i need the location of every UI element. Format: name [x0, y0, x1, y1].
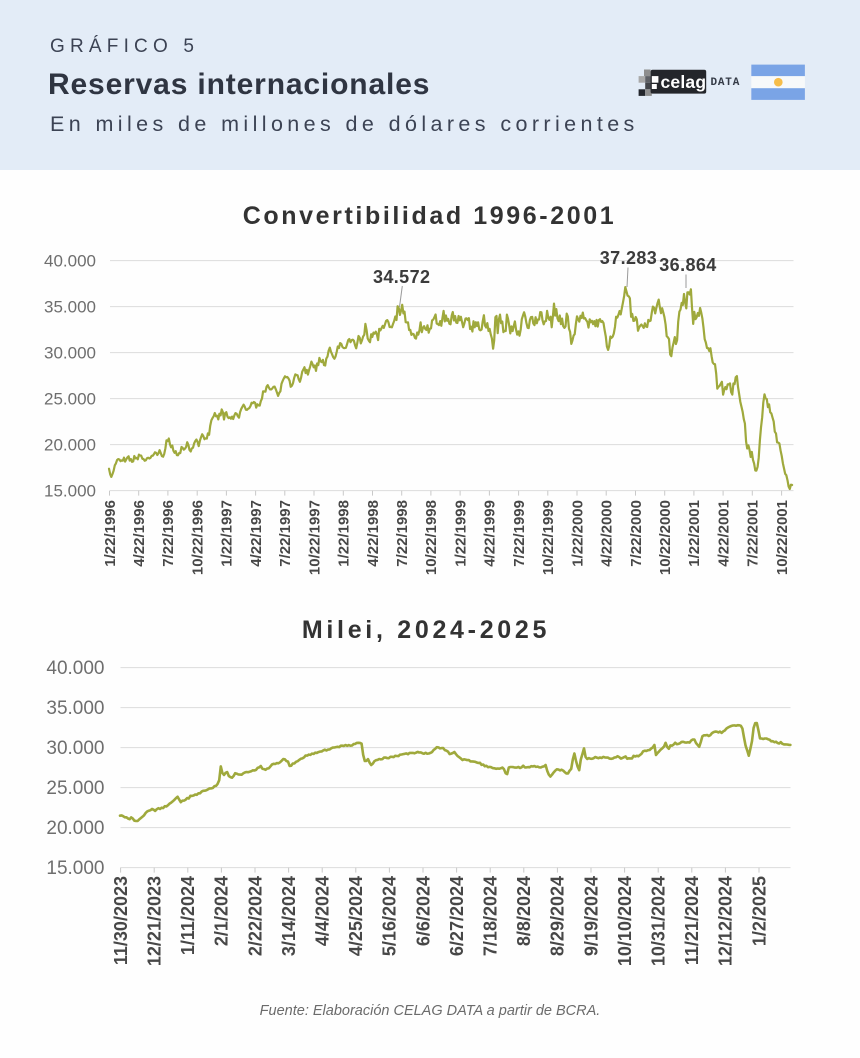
svg-text:DATA: DATA [711, 77, 741, 89]
svg-text:7/22/2001: 7/22/2001 [745, 500, 762, 567]
svg-text:6/6/2024: 6/6/2024 [413, 876, 433, 946]
svg-text:1/22/1997: 1/22/1997 [219, 500, 236, 567]
svg-text:8/8/2024: 8/8/2024 [514, 876, 534, 946]
svg-text:11/30/2023: 11/30/2023 [111, 876, 131, 965]
svg-text:1/22/1999: 1/22/1999 [452, 500, 469, 567]
svg-text:10/22/2001: 10/22/2001 [774, 500, 791, 575]
svg-text:1/22/1998: 1/22/1998 [336, 500, 353, 567]
svg-text:4/22/2000: 4/22/2000 [598, 500, 615, 567]
svg-text:4/4/2024: 4/4/2024 [313, 876, 333, 946]
svg-text:35.000: 35.000 [44, 297, 96, 316]
svg-text:6/27/2024: 6/27/2024 [447, 876, 467, 956]
svg-text:7/22/1997: 7/22/1997 [277, 500, 294, 567]
svg-text:10/31/2024: 10/31/2024 [649, 876, 669, 966]
svg-text:11/21/2024: 11/21/2024 [682, 876, 702, 965]
svg-text:4/22/1999: 4/22/1999 [482, 500, 499, 567]
svg-text:10/22/1996: 10/22/1996 [189, 500, 206, 575]
svg-text:10/10/2024: 10/10/2024 [615, 876, 635, 966]
svg-text:3/14/2024: 3/14/2024 [279, 876, 299, 956]
svg-text:30.000: 30.000 [44, 343, 96, 362]
svg-text:12/21/2023: 12/21/2023 [145, 876, 165, 966]
svg-text:9/19/2024: 9/19/2024 [581, 876, 601, 956]
svg-text:7/18/2024: 7/18/2024 [481, 876, 501, 956]
svg-text:4/25/2024: 4/25/2024 [346, 876, 366, 956]
svg-text:15.000: 15.000 [44, 481, 96, 500]
svg-text:2/1/2024: 2/1/2024 [212, 876, 232, 946]
svg-text:7/22/2000: 7/22/2000 [628, 500, 645, 567]
svg-text:25.000: 25.000 [46, 778, 104, 799]
svg-text:20.000: 20.000 [46, 818, 104, 839]
svg-text:30.000: 30.000 [46, 738, 104, 759]
svg-text:35.000: 35.000 [46, 698, 104, 719]
svg-text:10/22/1999: 10/22/1999 [540, 500, 557, 575]
svg-text:2/22/2024: 2/22/2024 [245, 876, 265, 956]
svg-text:15.000: 15.000 [46, 858, 104, 879]
svg-text:1/11/2024: 1/11/2024 [178, 876, 198, 955]
svg-text:7/22/1996: 7/22/1996 [160, 500, 177, 567]
svg-text:40.000: 40.000 [46, 658, 104, 679]
svg-text:1/22/2001: 1/22/2001 [686, 500, 703, 567]
svg-text:20.000: 20.000 [44, 435, 96, 454]
svg-text:25.000: 25.000 [44, 389, 96, 408]
svg-text:1/2/2025: 1/2/2025 [749, 876, 769, 946]
svg-text:4/22/2001: 4/22/2001 [715, 500, 732, 567]
svg-text:7/22/1998: 7/22/1998 [394, 500, 411, 567]
svg-text:celag: celag [661, 72, 707, 92]
svg-text:10/22/1997: 10/22/1997 [306, 500, 323, 575]
svg-text:Convertibilidad 1996-2001: Convertibilidad 1996-2001 [243, 202, 616, 230]
svg-text:37.283: 37.283 [600, 248, 657, 268]
svg-text:4/22/1997: 4/22/1997 [248, 500, 265, 567]
svg-text:4/22/1998: 4/22/1998 [365, 500, 382, 567]
svg-text:1/22/2000: 1/22/2000 [569, 500, 586, 567]
svg-text:40.000: 40.000 [44, 251, 96, 270]
svg-text:34.572: 34.572 [373, 267, 430, 287]
svg-text:10/22/1998: 10/22/1998 [423, 500, 440, 575]
svg-text:10/22/2000: 10/22/2000 [657, 500, 674, 575]
svg-text:12/12/2024: 12/12/2024 [716, 876, 736, 966]
svg-text:7/22/1999: 7/22/1999 [511, 500, 528, 567]
svg-text:8/29/2024: 8/29/2024 [548, 876, 568, 956]
svg-text:Milei, 2024-2025: Milei, 2024-2025 [302, 616, 550, 644]
svg-text:36.864: 36.864 [659, 255, 716, 275]
svg-text:1/22/1996: 1/22/1996 [102, 500, 119, 567]
svg-text:5/16/2024: 5/16/2024 [380, 876, 400, 956]
svg-text:4/22/1996: 4/22/1996 [131, 500, 148, 567]
